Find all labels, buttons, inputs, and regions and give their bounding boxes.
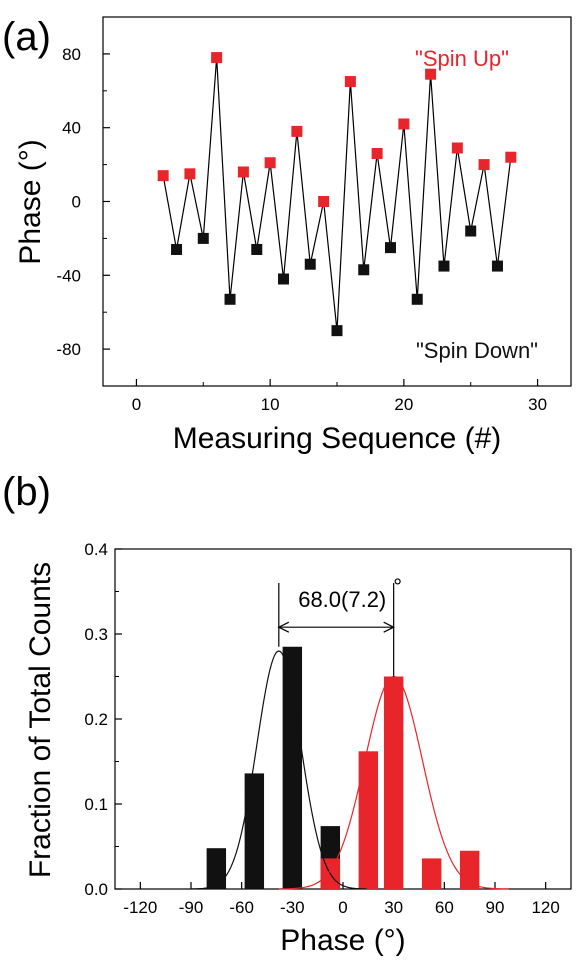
spin-up-point bbox=[291, 125, 303, 137]
spin-up-point bbox=[478, 159, 490, 171]
panel-a-series-lines bbox=[162, 57, 512, 331]
spin-down-fit-curve bbox=[190, 650, 367, 890]
spin-down-point bbox=[197, 232, 209, 244]
panel-a-x-tick-label: 0 bbox=[132, 395, 141, 414]
panel-b-x-tick-label: -90 bbox=[179, 898, 204, 917]
spin-up-point bbox=[398, 118, 410, 130]
spin-up-point bbox=[451, 142, 463, 154]
panel-a: (a) 0 10 20 30 -80 -40 0 40 80 "Spin Up" "Spin D… bbox=[2, 15, 572, 455]
peak-separation-annotation: 68.0(7.2) ° bbox=[277, 574, 402, 677]
spin-down-point bbox=[171, 243, 183, 255]
panel-b-x-axis-title: Phase (°) bbox=[280, 924, 405, 957]
spin-up-point bbox=[211, 52, 223, 64]
panel-b-x-tick-label: 30 bbox=[384, 898, 403, 917]
panel-a-connecting-line bbox=[162, 57, 512, 331]
spin-down-point bbox=[331, 325, 343, 337]
panel-b-x-tick-label: 0 bbox=[338, 898, 347, 917]
separation-degree-sign: ° bbox=[393, 574, 402, 599]
panel-b-x-tick-label: -60 bbox=[229, 898, 254, 917]
panel-b-ticks: -120 -90 -60 -30 0 30 60 90 120 0.0 0.1 0.2 0.3 0.4 bbox=[84, 540, 559, 917]
panel-b-bars bbox=[206, 646, 480, 889]
spin-down-bar bbox=[282, 646, 303, 889]
spin-up-point bbox=[505, 151, 517, 163]
spin-up-bar bbox=[383, 676, 404, 889]
panel-a-y-tick-label: -40 bbox=[56, 266, 81, 285]
panel-b-x-tick-label: 60 bbox=[435, 898, 454, 917]
panel-b-x-tick-label: 90 bbox=[486, 898, 505, 917]
spin-up-point bbox=[425, 68, 437, 80]
panel-a-ticks: 0 10 20 30 -80 -40 0 40 80 bbox=[56, 16, 547, 414]
spin-up-point bbox=[371, 148, 383, 160]
separation-arrow-right-head bbox=[383, 621, 396, 633]
spin-down-point bbox=[358, 264, 370, 276]
panel-b-y-tick-label: 0.4 bbox=[84, 540, 108, 559]
spin-up-annotation: "Spin Up" bbox=[415, 46, 509, 71]
spin-down-point bbox=[224, 293, 236, 305]
spin-down-bar bbox=[206, 848, 227, 889]
spin-down-point bbox=[465, 225, 477, 237]
panel-b-label: (b) bbox=[2, 470, 51, 514]
panel-b-y-tick-label: 0.2 bbox=[84, 710, 108, 729]
separation-value: 68.0(7.2) bbox=[298, 587, 386, 612]
spin-up-point bbox=[318, 196, 330, 207]
panel-b-x-tick-label: -30 bbox=[280, 898, 305, 917]
spin-down-point bbox=[438, 260, 450, 272]
panel-a-x-tick-label: 10 bbox=[261, 395, 280, 414]
panel-b: (b) -120 -90 -60 -30 0 30 60 90 120 0.0 0.1 0.2 0.3 0… bbox=[2, 470, 572, 957]
spin-up-point bbox=[264, 157, 276, 169]
panel-a-label: (a) bbox=[2, 15, 51, 59]
spin-down-point bbox=[411, 293, 423, 305]
spin-down-annotation: "Spin Down" bbox=[416, 338, 538, 363]
panel-a-x-tick-label: 30 bbox=[528, 395, 547, 414]
spin-down-bar bbox=[244, 773, 265, 889]
separation-arrow-left-head bbox=[277, 621, 290, 633]
spin-up-bar bbox=[421, 858, 442, 889]
panel-b-y-axis-title: Fraction of Total Counts bbox=[24, 562, 57, 878]
panel-b-x-tick-label: 120 bbox=[531, 898, 559, 917]
panel-b-y-tick-label: 0.1 bbox=[84, 795, 108, 814]
panel-a-y-tick-label: -80 bbox=[56, 340, 81, 359]
spin-up-point bbox=[237, 166, 249, 178]
panel-a-y-tick-label: 40 bbox=[62, 119, 81, 138]
panel-a-y-axis-title: Phase (°) bbox=[14, 139, 47, 264]
panel-a-points bbox=[157, 52, 517, 337]
panel-b-y-tick-label: 0.0 bbox=[84, 880, 108, 899]
spin-up-point bbox=[184, 168, 196, 180]
spin-up-bar bbox=[358, 751, 379, 889]
spin-up-point bbox=[344, 76, 356, 88]
panel-a-x-axis-title: Measuring Sequence (#) bbox=[173, 422, 502, 455]
spin-down-point bbox=[304, 258, 316, 270]
spin-down-point bbox=[491, 260, 503, 272]
panel-a-x-tick-label: 20 bbox=[394, 395, 413, 414]
spin-down-point bbox=[278, 273, 290, 285]
spin-up-point bbox=[157, 170, 169, 182]
spin-down-point bbox=[251, 243, 263, 255]
panel-b-y-tick-label: 0.3 bbox=[84, 625, 108, 644]
spin-down-point bbox=[384, 242, 396, 254]
panel-a-y-tick-label: 0 bbox=[72, 193, 81, 212]
panel-a-y-tick-label: 80 bbox=[62, 45, 81, 64]
panel-b-x-tick-label: -120 bbox=[123, 898, 157, 917]
